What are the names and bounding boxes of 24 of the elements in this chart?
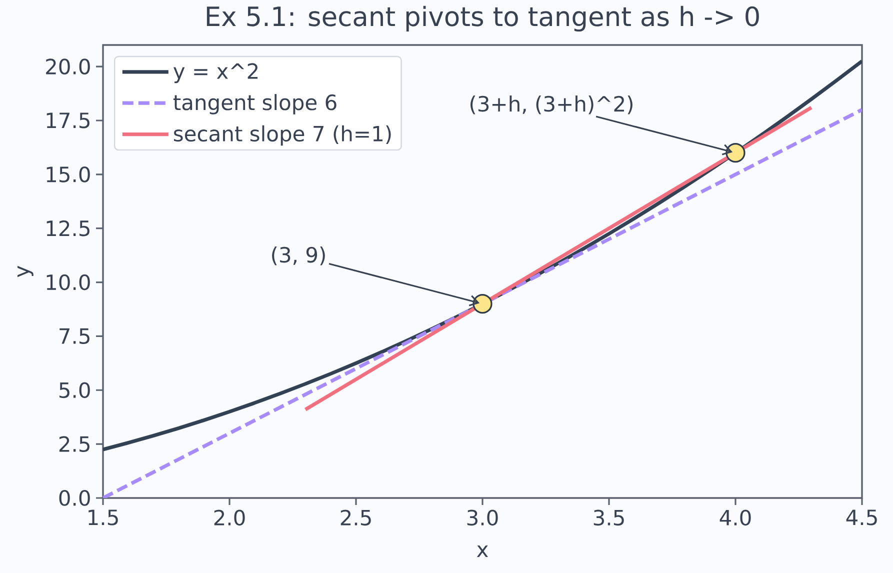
y-tick-label: 2.5: [59, 436, 90, 452]
x-tick-label: 2.5: [340, 510, 371, 526]
x-tick-label: 3.0: [467, 510, 498, 526]
y-tick-label: 0.0: [59, 490, 90, 506]
legend-label: y = x^2: [174, 63, 258, 84]
chart-title: Ex 5.1: secant pivots to tangent as h -> 0: [206, 6, 759, 32]
y-tick-label: 20.0: [46, 58, 90, 74]
y-tick-label: 5.0: [60, 382, 90, 398]
y-tick-label: 7.5: [60, 328, 90, 344]
legend-label: secant slope 7 (h=1): [174, 125, 391, 146]
x-tick-label: 1.5: [88, 510, 118, 526]
x-tick-label: 4.5: [846, 510, 877, 526]
annotation: (3+h, (3+h)^2): [470, 95, 632, 114]
y-tick-label: 10.0: [46, 274, 90, 290]
annotation: (3, 9): [272, 246, 325, 266]
y-tick-label: 17.5: [46, 112, 90, 128]
y-tick-label: 15.0: [46, 166, 90, 182]
x-tick-label: 3.5: [594, 510, 624, 526]
x-tick-label: 2.0: [214, 510, 245, 526]
y-axis-title: y: [18, 266, 34, 278]
legend-label: tangent slope 6: [173, 94, 336, 114]
x-tick-label: 4.0: [720, 510, 751, 526]
y-tick-label: 12.5: [46, 220, 90, 236]
x-axis-title: x: [476, 546, 488, 557]
